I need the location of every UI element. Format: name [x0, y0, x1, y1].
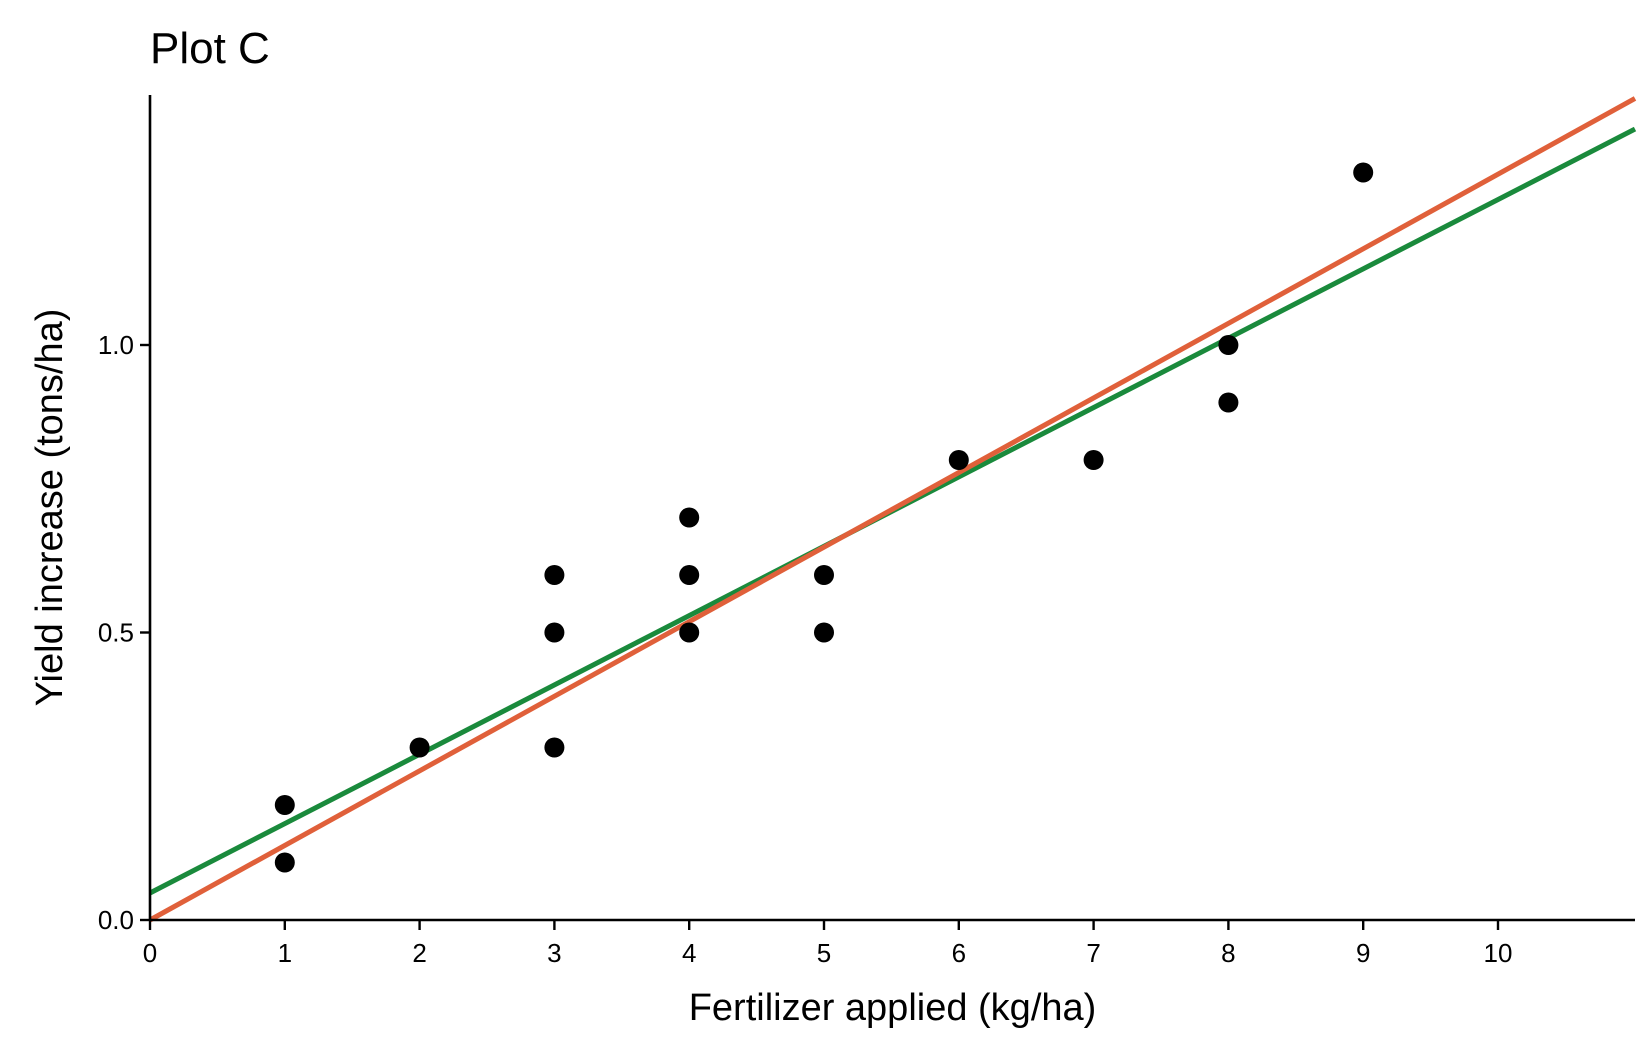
y-tick-label-0.5: 0.5: [98, 618, 134, 648]
data-point-12: [948, 450, 969, 470]
data-point-10: [814, 565, 834, 585]
x-tick-label-2: 2: [412, 938, 426, 968]
y-axis-label: Yield increase (tons/ha): [29, 309, 71, 707]
chart-title: Plot C: [150, 24, 270, 73]
data-point-7: [679, 507, 700, 528]
x-tick-label-0: 0: [143, 938, 157, 968]
data-point-6: [544, 737, 565, 758]
x-tick-label-4: 4: [682, 938, 696, 968]
data-point-16: [1353, 162, 1374, 183]
x-tick-label-8: 8: [1221, 938, 1235, 968]
data-point-15: [1218, 392, 1239, 413]
x-tick-label-3: 3: [547, 938, 561, 968]
y-tick-label-1.0: 1.0: [98, 330, 134, 360]
x-tick-label-9: 9: [1356, 938, 1370, 968]
fit-line-2: [148, 96, 1637, 923]
x-axis-label: Fertilizer applied (kg/ha): [689, 987, 1097, 1029]
x-tick-label-6: 6: [952, 938, 966, 968]
data-point-13: [1083, 450, 1104, 470]
y-tick-label-0.0: 0.0: [98, 905, 134, 935]
data-point-3: [409, 737, 430, 758]
x-tick-label-10: 10: [1484, 938, 1513, 968]
fit-lines: [148, 96, 1637, 923]
data-points: [274, 162, 1374, 873]
data-point-14: [1218, 335, 1239, 355]
x-axis-ticks: 0 1 2 3 4 5 6 7 8 9 10: [143, 920, 1513, 968]
data-point-11: [814, 622, 834, 643]
data-point-2: [274, 852, 295, 873]
x-tick-label-5: 5: [817, 938, 831, 968]
data-point-1: [274, 795, 295, 815]
x-tick-label-7: 7: [1086, 938, 1100, 968]
data-point-4: [544, 565, 565, 585]
data-point-5: [544, 622, 565, 643]
y-axis-ticks: 0.0 0.5 1.0: [98, 330, 150, 935]
data-point-9: [679, 622, 700, 643]
data-point-8: [679, 565, 700, 585]
x-tick-label-1: 1: [278, 938, 292, 968]
